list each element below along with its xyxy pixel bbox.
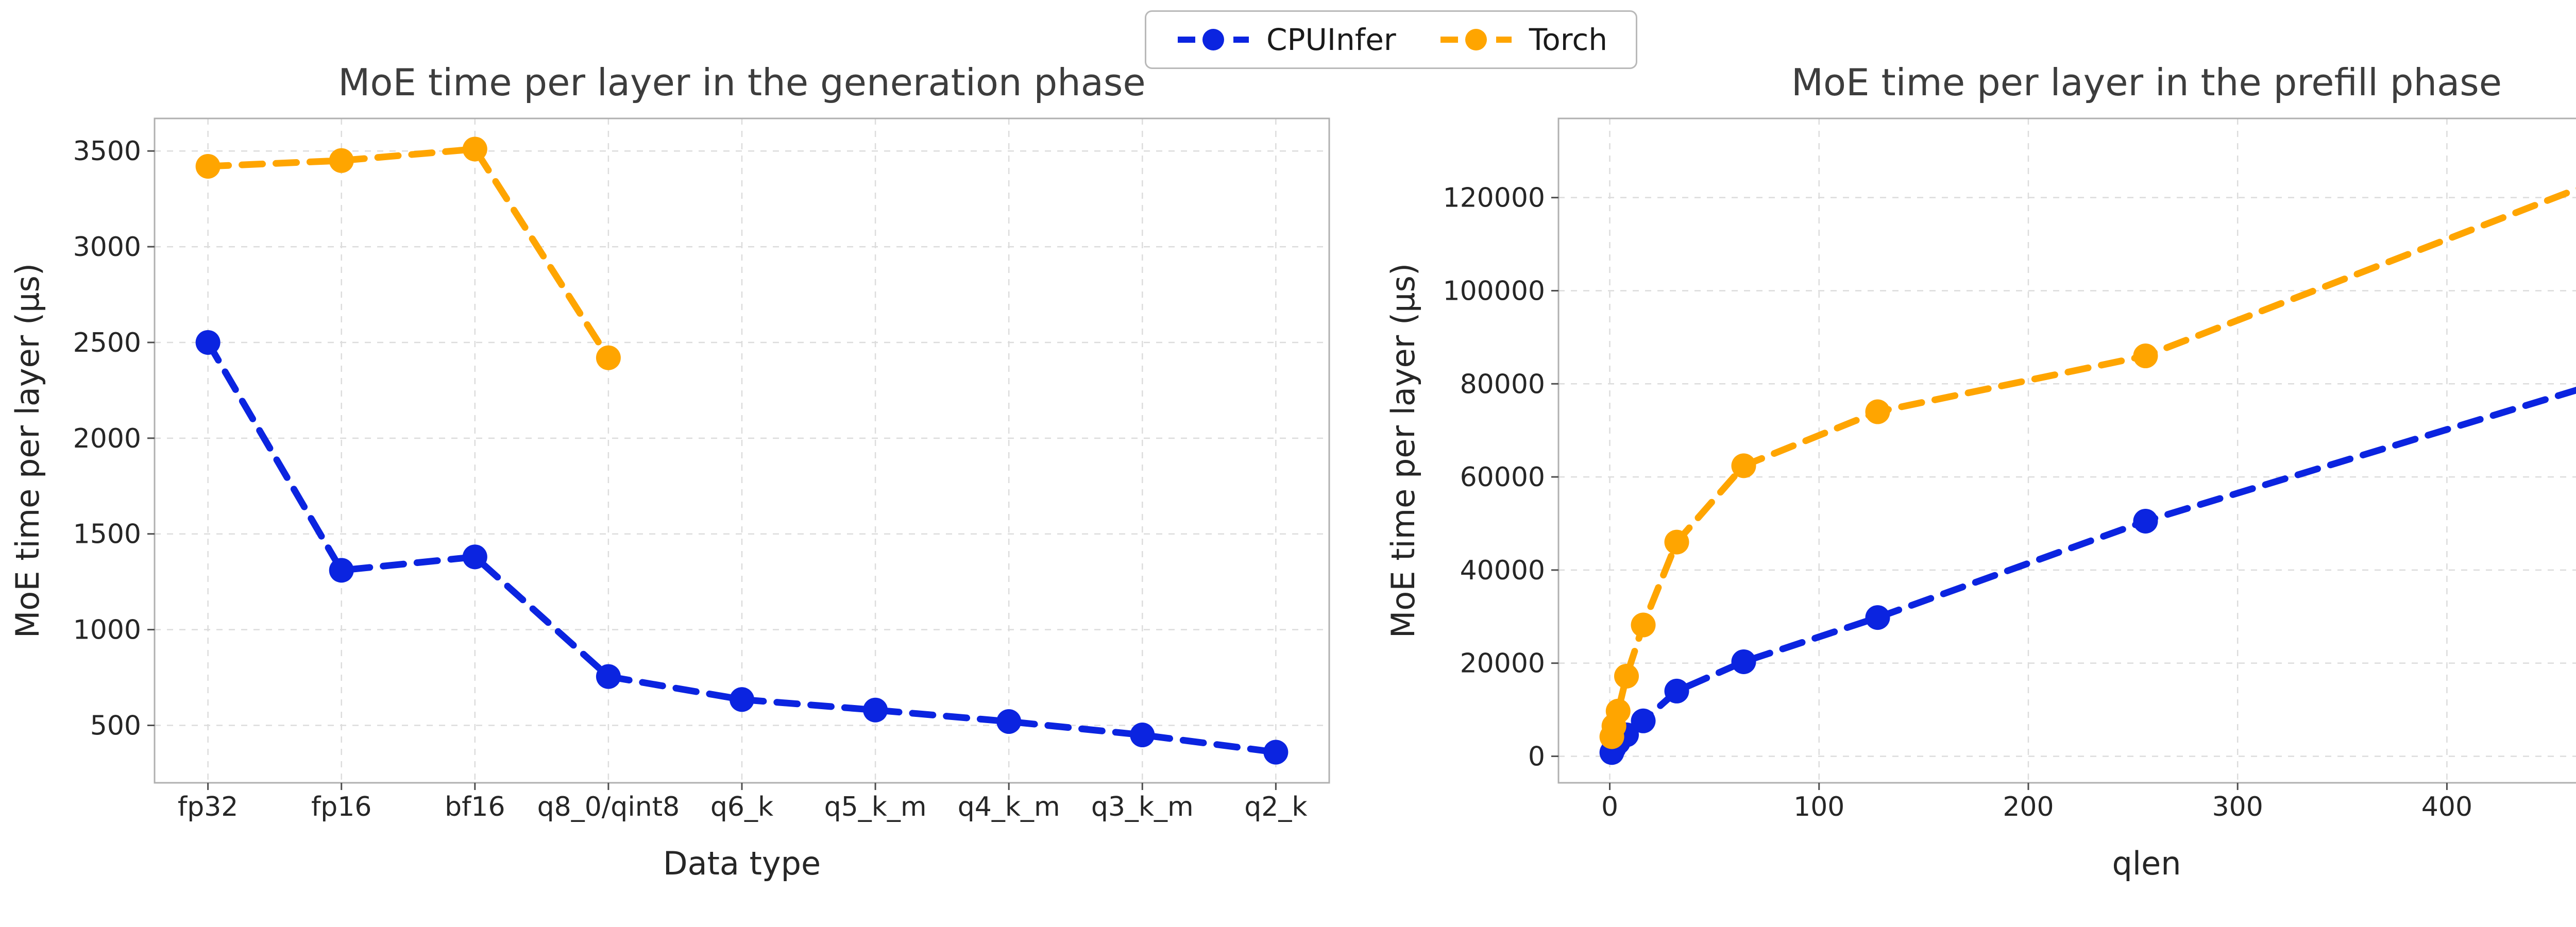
- legend: CPUInfer Torch: [1144, 10, 1638, 69]
- y-tick-label: 1500: [73, 519, 141, 550]
- series-line-Torch: [1608, 185, 2576, 741]
- x-tick-label: q3_k_m: [1091, 792, 1194, 822]
- legend-label-torch: Torch: [1529, 22, 1608, 57]
- x-axis-label: Data type: [663, 845, 821, 882]
- y-tick-label: 20000: [1460, 648, 1545, 679]
- y-tick-label: 120000: [1443, 183, 1545, 214]
- data-point-CPUInfer: [1631, 708, 1656, 733]
- data-point-Torch: [1865, 399, 1890, 424]
- y-tick-label: 0: [1528, 741, 1545, 772]
- legend-item-torch: Torch: [1437, 22, 1607, 57]
- x-tick-label: q2_k: [1244, 792, 1307, 822]
- torch-line-marker-icon: [1440, 29, 1512, 50]
- y-tick-label: 2500: [73, 328, 141, 358]
- data-point-CPUInfer: [1664, 678, 1689, 703]
- data-point-CPUInfer: [730, 687, 754, 712]
- y-tick-label: 2000: [73, 423, 141, 454]
- y-tick-label: 500: [90, 710, 141, 741]
- data-point-Torch: [1731, 453, 1756, 478]
- data-point-Torch: [1664, 529, 1689, 555]
- x-tick-label: q8_0/qint8: [537, 792, 680, 822]
- prefill-phase-chart: 0100200300400500020000400006000080000100…: [1384, 61, 2576, 882]
- x-tick-label: 100: [1793, 792, 1844, 822]
- cpuinfer-line-marker-icon: [1177, 29, 1249, 50]
- y-tick-label: 60000: [1460, 462, 1545, 493]
- y-axis-label: MoE time per layer (µs): [9, 263, 46, 638]
- data-point-CPUInfer: [1865, 605, 1890, 630]
- data-point-Torch: [596, 345, 621, 370]
- chart-title: MoE time per layer in the prefill phase: [1791, 61, 2502, 104]
- x-tick-label: 200: [2003, 792, 2054, 822]
- data-point-CPUInfer: [2133, 508, 2158, 534]
- x-tick-label: q4_k_m: [958, 792, 1060, 822]
- x-tick-label: q5_k_m: [824, 792, 927, 822]
- data-point-CPUInfer: [195, 330, 221, 355]
- generation-phase-chart: fp32 fp16 bf16 q8_0/qint8 q6_k q5_k_m q4_k_m q3…: [9, 61, 1330, 882]
- series-line-Torch: [205, 145, 612, 362]
- data-point-Torch: [2133, 344, 2158, 369]
- y-tick-label: 100000: [1443, 276, 1545, 306]
- data-point-Torch: [1631, 612, 1656, 638]
- x-tick-label: 0: [1601, 792, 1618, 822]
- data-point-Torch: [1605, 698, 1631, 724]
- x-tick-label: 300: [2212, 792, 2263, 822]
- data-point-CPUInfer: [329, 558, 354, 583]
- legend-item-cpuinfer: CPUInfer: [1175, 22, 1396, 57]
- y-tick-label: 1000: [73, 615, 141, 646]
- y-tick-label: 80000: [1460, 369, 1545, 400]
- data-point-CPUInfer: [1130, 723, 1155, 748]
- x-tick-label: fp32: [178, 792, 238, 822]
- x-axis-label: qlen: [2112, 845, 2181, 882]
- chart-title: MoE time per layer in the generation pha…: [338, 61, 1145, 104]
- data-point-CPUInfer: [996, 709, 1022, 734]
- data-point-CPUInfer: [596, 664, 621, 689]
- y-tick-label: 3500: [73, 136, 141, 167]
- y-axis-label: MoE time per layer (µs): [1384, 263, 1422, 638]
- data-point-Torch: [329, 148, 354, 173]
- data-point-CPUInfer: [1263, 740, 1289, 765]
- y-tick-label: 40000: [1460, 555, 1545, 586]
- y-tick-label: 3000: [73, 232, 141, 263]
- x-tick-label: fp16: [311, 792, 371, 822]
- plot-border: [1557, 117, 2576, 784]
- x-tick-label: q6_k: [710, 792, 773, 822]
- x-tick-label: bf16: [445, 792, 505, 822]
- data-point-CPUInfer: [1731, 649, 1756, 674]
- x-tick-label: 400: [2421, 792, 2472, 822]
- data-point-CPUInfer: [462, 544, 487, 570]
- data-point-CPUInfer: [863, 697, 888, 723]
- legend-label-cpuinfer: CPUInfer: [1266, 22, 1396, 57]
- data-point-Torch: [462, 136, 487, 162]
- data-point-Torch: [1614, 663, 1639, 689]
- series-line-CPUInfer: [1608, 386, 2576, 756]
- data-point-Torch: [195, 153, 221, 179]
